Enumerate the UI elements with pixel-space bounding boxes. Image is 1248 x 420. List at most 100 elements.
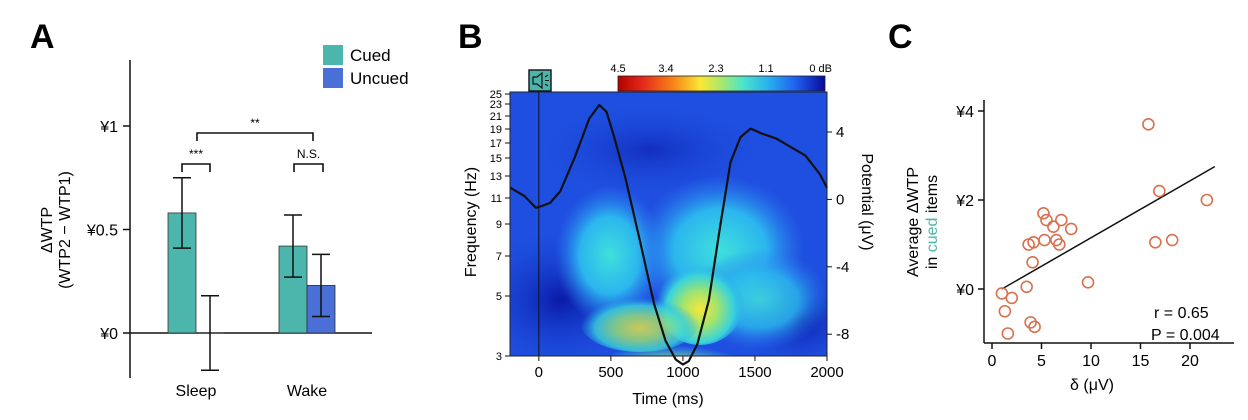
freq-tick-label: 25: [490, 89, 502, 101]
speaker-icon: [528, 69, 552, 92]
freq-tick-label: 17: [490, 138, 502, 150]
legend-label-uncued: Uncued: [350, 69, 409, 88]
colorbar-tick-label: 3.4: [658, 63, 673, 75]
y-tick-label: ¥0: [99, 326, 118, 343]
scatter-point: [1053, 238, 1066, 251]
panel-label: B: [458, 18, 483, 56]
panel-label: C: [888, 18, 913, 56]
freq-tick-label: 5: [496, 291, 502, 303]
panel-a: A ¥0 ¥0.5 ¥1 ΔWTP(WTP2 − WTP1) Sleep Wake *** N.…: [30, 18, 409, 400]
speaker-icon: [544, 74, 549, 87]
sig-bracket-wake-label: N.S.: [297, 147, 320, 161]
freq-tick-label: 9: [496, 219, 502, 231]
stat-p: P = 0.004: [1151, 327, 1220, 344]
time-tick-label: 1500: [738, 364, 771, 381]
scatter-point: [1165, 233, 1179, 247]
freq-tick-label: 3: [496, 351, 502, 363]
scatter-point: [1001, 327, 1015, 340]
x-tick-label-wake: Wake: [287, 383, 327, 400]
scatter-point: [1081, 276, 1095, 289]
scatter-point: [998, 304, 1012, 318]
y-axis-label-line2: (WTP2 − WTP1): [57, 171, 74, 289]
y-axis-label-part: items: [924, 175, 941, 218]
panel-c: C ¥0 ¥2 ¥4 0 5 10 15 20 δ (μV) Average ΔWTP in cued…: [888, 18, 1234, 394]
sig-bracket-cued-label: **: [250, 116, 260, 130]
x-tick-label: 20: [1181, 353, 1199, 370]
freq-tick-label: 23: [490, 99, 502, 111]
y-tick-label: ¥0.5: [86, 223, 118, 240]
y-axis-label-line1: ΔWTP: [39, 207, 56, 253]
colorbar-tick-label: 4.5: [610, 63, 625, 75]
freq-tick-label: 7: [496, 251, 502, 263]
panel-label: A: [30, 18, 55, 56]
speaker-icon: [532, 71, 543, 90]
scatter-point: [1026, 255, 1039, 269]
time-axis-label: Time (ms): [632, 391, 703, 408]
y-tick-label: ¥4: [955, 104, 974, 121]
stat-r: r = 0.65: [1154, 305, 1209, 322]
erp-trace: [509, 103, 828, 366]
x-tick-label: 5: [1037, 353, 1046, 370]
scatter-point: [1142, 118, 1155, 131]
scatter-point: [1200, 193, 1214, 207]
potential-tick-label: -8: [836, 326, 849, 343]
heatmap-blob: [555, 185, 665, 325]
time-tick-label: 2000: [810, 364, 843, 381]
x-tick-label: 10: [1082, 353, 1100, 370]
sig-bracket-wake: [293, 163, 324, 172]
scatter-point: [1064, 222, 1078, 236]
y-axis-label-part: in: [924, 252, 941, 269]
scatter-point: [1153, 184, 1166, 198]
scatter-point: [1005, 291, 1019, 305]
scatter-point: [1028, 320, 1041, 334]
time-tick-label: 0: [535, 364, 543, 381]
regression-line: [1001, 165, 1216, 290]
y-axis-label: Average ΔWTP in cued items: [905, 167, 941, 277]
colorbar: [617, 75, 826, 92]
scatter-point: [1149, 235, 1162, 249]
potential-tick-label: 4: [836, 124, 844, 141]
potential-axis-label: Potential (μV): [858, 153, 875, 250]
heatmap-peak: [570, 301, 770, 356]
time-tick-label: 500: [598, 364, 623, 381]
x-tick-label: 15: [1132, 353, 1150, 370]
y-tick-label: ¥2: [955, 193, 974, 210]
scatter-point: [1055, 213, 1068, 227]
colorbar-tick-label: 2.3: [708, 63, 723, 75]
x-tick-label: 0: [988, 353, 997, 370]
scatter-point: [1040, 213, 1053, 227]
sig-bracket-sleep: [181, 163, 211, 172]
potential-tick-label: 0: [836, 191, 844, 208]
legend-label-cued: Cued: [350, 46, 391, 65]
y-tick-label: ¥0: [955, 282, 974, 299]
heatmap-low-region: [540, 105, 760, 195]
legend-swatch-uncued: [323, 68, 343, 88]
freq-tick-label: 19: [490, 124, 502, 136]
scatter-point: [1047, 220, 1060, 233]
heatmap: [510, 92, 827, 356]
scatter-point: [1024, 316, 1037, 329]
y-axis-label-line2: in cued items: [924, 175, 941, 269]
legend-swatch-cued: [323, 45, 343, 65]
freq-tick-label: 11: [491, 193, 502, 205]
time-tick-label: 1000: [666, 364, 699, 381]
colorbar-tick-label: 0 dB: [809, 63, 832, 75]
scatter-point: [1038, 233, 1051, 247]
potential-tick-label: -4: [836, 259, 849, 276]
y-axis-label: ΔWTP(WTP2 − WTP1): [39, 171, 74, 289]
freq-tick-label: 13: [490, 171, 502, 183]
scatter-point: [1020, 280, 1033, 294]
sig-bracket-cued: [196, 132, 314, 141]
y-axis-label-cued: cued: [924, 218, 941, 253]
y-axis-label-line1: Average ΔWTP: [905, 167, 922, 277]
colorbar-tick-label: 1.1: [758, 63, 773, 75]
x-axis-label: δ (μV): [1070, 377, 1114, 394]
freq-tick-label: 21: [490, 111, 502, 123]
freq-axis-label: Frequency (Hz): [463, 167, 480, 277]
sig-bracket-sleep-label: ***: [189, 147, 203, 161]
scatter-point: [1037, 207, 1050, 220]
y-tick-label: ¥1: [99, 119, 118, 136]
x-tick-label-sleep: Sleep: [176, 383, 217, 400]
